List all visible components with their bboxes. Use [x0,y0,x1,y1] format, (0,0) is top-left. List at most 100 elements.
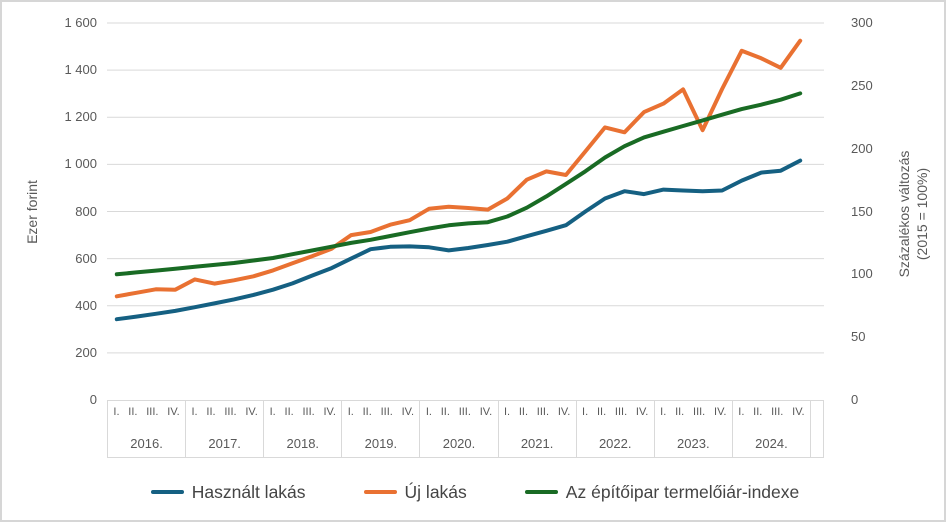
quarter-label: I. [113,406,120,418]
quarter-label: IV. [557,406,571,418]
legend-line-swatch [150,489,184,495]
right-axis-tick: 300 [851,15,873,30]
legend-line-swatch [363,489,397,495]
legend-item: Használt lakás [150,481,306,503]
quarter-label: II. [362,406,372,418]
quarter-label: II. [753,406,763,418]
legend-label: Új lakás [404,481,467,502]
year-label: 2024. [755,436,788,451]
quarter-label: II. [440,406,450,418]
quarter-label: IV. [714,406,727,418]
quarter-label: I. [582,406,589,418]
quarter-label: III. [458,406,471,418]
quarter-label: II. [518,406,529,418]
legend-item: Új lakás [363,481,467,503]
year-label: 2018. [286,436,320,451]
quarter-label: II. [675,406,685,418]
quarter-label: I. [660,406,667,418]
quarter-row: I. II. III. IV. [734,406,809,418]
year-cell: I. II. III. IV. 2023. [655,401,733,457]
quarter-label: III. [693,406,706,418]
series-line-1 [114,158,803,322]
legend-line-swatch [524,489,558,495]
year-label: 2019. [364,436,398,451]
right-axis-tick: 150 [851,203,873,219]
quarter-label: I. [503,406,511,418]
left-axis-tick: 200 [75,344,97,360]
quarter-row: I. II. III. IV. [343,406,418,418]
quarter-label: III. [146,406,159,418]
quarter-label: III. [224,406,237,418]
year-cell: I. II. III. IV. 2022. [577,401,655,457]
axis-table-trailing-cell [811,401,824,457]
year-label: 2021. [520,436,554,451]
quarter-label: I. [269,406,276,418]
quarter-label: IV. [792,406,805,418]
quarter-label: III. [614,406,628,418]
quarter-label: III. [302,406,315,418]
quarter-row: I. II. III. IV. [187,406,262,418]
year-label: 2020. [442,436,476,451]
right-axis-title: Százalékos változás (2015 = 100%) [895,151,931,278]
quarter-label: I. [738,406,745,418]
legend-label: Használt lakás [191,481,306,502]
year-label: 2016. [130,436,163,451]
quarter-label: I. [347,406,354,418]
right-axis-tick: 50 [851,329,866,345]
year-cell: I. II. III. IV. 2024. [733,401,811,457]
left-axis-tick: 1 400 [64,62,97,78]
left-axis-tick: 800 [75,203,97,219]
quarter-row: I. II. III. IV. [656,406,731,418]
quarter-row: I. II. III. IV. [109,406,184,418]
year-cell: I. II. III. IV. 2017. [186,401,265,457]
quarter-row: I. II. III. IV. [421,406,496,418]
quarter-label: IV. [167,406,180,418]
legend: Használt lakás Új lakás Az építőipar terme… [2,472,944,512]
left-axis-title-text: Ezer forint [24,180,40,244]
year-cell: I. II. III. IV. 2018. [264,401,343,457]
quarter-label: IV. [401,406,415,418]
x-axis-table: I. II. III. IV. 2016. I. II. III. IV. 2017. I. II. I… [107,400,824,458]
year-cell: I. II. III. IV. 2019. [342,401,421,457]
year-cell: I. II. III. IV. 2020. [420,401,499,457]
gridlines [107,22,824,354]
right-axis-tick: 200 [851,140,873,156]
year-label: 2022. [598,436,632,451]
series-line-3 [114,91,803,277]
left-axis-tick: 1 600 [64,15,97,30]
quarter-label: III. [771,406,784,418]
quarter-label: II. [596,406,607,418]
quarter-row: I. II. III. IV. [578,406,653,418]
left-axis-title: Ezer forint [23,180,41,244]
quarter-row: I. II. III. IV. [265,406,340,418]
left-axis-tick: 1 200 [64,109,97,125]
quarter-label: I. [191,406,198,418]
quarter-label: IV. [245,406,258,418]
quarter-label: II. [284,406,294,418]
quarter-label: II. [128,406,138,418]
quarter-label: III. [380,406,393,418]
quarter-label: IV. [479,406,493,418]
year-label: 2023. [677,436,710,451]
year-cell: I. II. III. IV. 2016. [108,401,187,457]
left-axis-tick: 0 [89,392,97,407]
right-axis-tick: 0 [851,392,859,407]
quarter-row: I. II. III. IV. [500,406,575,418]
year-cell: I. II. III. IV. 2021. [499,401,577,457]
quarter-label: III. [536,406,550,418]
right-axis-title-line2: (2015 = 100%) [914,167,930,261]
left-axis-tick: 400 [75,297,97,313]
quarter-label: I. [425,406,432,418]
quarter-label: IV. [323,406,336,418]
legend-label: Az építőipar termelőiár-indexe [565,481,800,502]
left-axis-tick: 1 000 [64,156,97,172]
right-axis-title-line1: Százalékos változás [896,150,912,278]
quarter-label: II. [206,406,216,418]
right-axis-tick: 250 [851,77,873,93]
quarter-label: IV. [635,406,649,418]
series-line-2 [114,38,803,299]
year-label: 2017. [208,436,241,451]
left-axis-tick: 600 [75,250,97,266]
legend-item: Az építőipar termelőiár-indexe [524,481,800,503]
